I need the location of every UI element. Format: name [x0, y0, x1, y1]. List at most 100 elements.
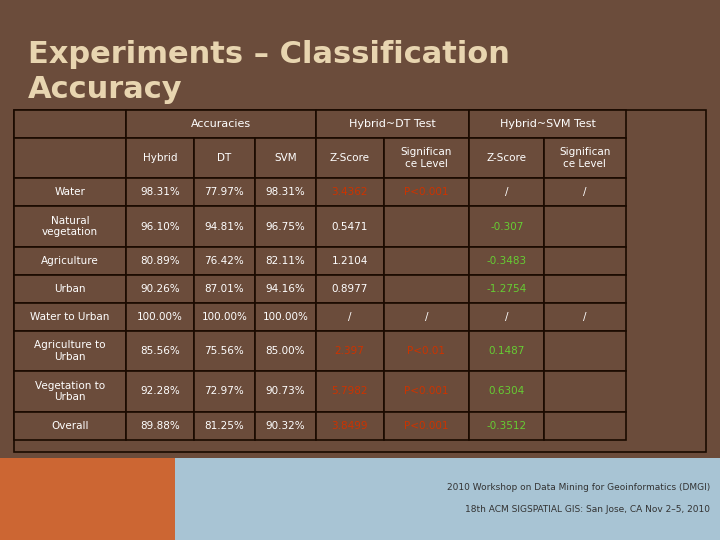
Bar: [255, 275, 315, 303]
Bar: [194, 411, 255, 440]
Bar: [126, 247, 194, 275]
Text: Natural
vegetation: Natural vegetation: [42, 216, 98, 238]
Bar: [126, 275, 194, 303]
Text: 75.56%: 75.56%: [204, 346, 244, 356]
Bar: [544, 303, 626, 331]
Text: Water: Water: [55, 187, 86, 198]
Bar: [384, 331, 469, 372]
Text: Agriculture to
Urban: Agriculture to Urban: [35, 340, 106, 362]
Text: 96.75%: 96.75%: [266, 221, 305, 232]
Text: P<0.001: P<0.001: [404, 421, 449, 431]
Bar: [469, 303, 544, 331]
Bar: [544, 247, 626, 275]
Text: Water to Urban: Water to Urban: [30, 312, 109, 322]
Bar: [126, 178, 194, 206]
Bar: [194, 331, 255, 372]
Text: Hybrid~DT Test: Hybrid~DT Test: [349, 119, 436, 129]
Bar: [14, 275, 126, 303]
Bar: [469, 206, 544, 247]
Bar: [194, 303, 255, 331]
Bar: [469, 138, 544, 178]
Bar: [315, 303, 384, 331]
Text: 0.8977: 0.8977: [331, 284, 368, 294]
Bar: [544, 372, 626, 411]
Bar: [14, 110, 126, 138]
Bar: [469, 275, 544, 303]
Text: Accuracy: Accuracy: [28, 75, 183, 104]
Bar: [469, 411, 544, 440]
Text: 90.26%: 90.26%: [140, 284, 180, 294]
Bar: [469, 178, 544, 206]
Text: /: /: [583, 187, 587, 198]
Bar: [14, 303, 126, 331]
Text: 2.397: 2.397: [335, 346, 364, 356]
Text: -1.2754: -1.2754: [487, 284, 527, 294]
Bar: [255, 247, 315, 275]
Text: DT: DT: [217, 153, 232, 163]
Text: Hybrid: Hybrid: [143, 153, 177, 163]
Bar: [315, 110, 469, 138]
Text: 77.97%: 77.97%: [204, 187, 244, 198]
Bar: [126, 411, 194, 440]
Bar: [14, 138, 126, 178]
Bar: [126, 138, 194, 178]
Bar: [384, 411, 469, 440]
Text: 98.31%: 98.31%: [140, 187, 180, 198]
Text: 96.10%: 96.10%: [140, 221, 180, 232]
Text: 81.25%: 81.25%: [204, 421, 244, 431]
Bar: [315, 372, 384, 411]
Text: P<0.001: P<0.001: [404, 187, 449, 198]
Bar: [315, 247, 384, 275]
Text: Significan
ce Level: Significan ce Level: [401, 147, 452, 169]
Bar: [315, 178, 384, 206]
Text: SVM: SVM: [274, 153, 297, 163]
Text: Vegetation to
Urban: Vegetation to Urban: [35, 381, 105, 402]
Bar: [469, 372, 544, 411]
Text: 80.89%: 80.89%: [140, 256, 180, 266]
Text: 0.6304: 0.6304: [489, 387, 525, 396]
Text: 0.1487: 0.1487: [488, 346, 525, 356]
Bar: [194, 178, 255, 206]
Bar: [255, 303, 315, 331]
Bar: [469, 247, 544, 275]
Bar: [469, 331, 544, 372]
Text: 0.5471: 0.5471: [331, 221, 368, 232]
Text: Overall: Overall: [51, 421, 89, 431]
Text: Urban: Urban: [54, 284, 86, 294]
Bar: [14, 372, 126, 411]
Bar: [544, 331, 626, 372]
Text: Z-Score: Z-Score: [487, 153, 527, 163]
Text: 98.31%: 98.31%: [266, 187, 305, 198]
Text: /: /: [505, 312, 508, 322]
Bar: [194, 247, 255, 275]
Bar: [14, 247, 126, 275]
Text: Experiments – Classification: Experiments – Classification: [28, 40, 510, 69]
Text: Significan
ce Level: Significan ce Level: [559, 147, 611, 169]
Bar: [126, 206, 194, 247]
Text: 89.88%: 89.88%: [140, 421, 180, 431]
Bar: [384, 138, 469, 178]
Bar: [14, 110, 706, 452]
Bar: [14, 331, 126, 372]
Text: /: /: [505, 187, 508, 198]
Text: Agriculture: Agriculture: [41, 256, 99, 266]
Text: 94.81%: 94.81%: [204, 221, 244, 232]
Text: 85.56%: 85.56%: [140, 346, 180, 356]
Text: -0.3512: -0.3512: [487, 421, 527, 431]
Text: -0.307: -0.307: [490, 221, 523, 232]
Text: 94.16%: 94.16%: [266, 284, 305, 294]
Text: 72.97%: 72.97%: [204, 387, 244, 396]
Text: /: /: [425, 312, 428, 322]
Text: 100.00%: 100.00%: [202, 312, 247, 322]
Bar: [315, 275, 384, 303]
Text: 3.4362: 3.4362: [331, 187, 368, 198]
Bar: [544, 275, 626, 303]
Bar: [255, 138, 315, 178]
Text: 3.8499: 3.8499: [331, 421, 368, 431]
Text: /: /: [348, 312, 351, 322]
Bar: [194, 138, 255, 178]
Bar: [384, 178, 469, 206]
Text: 92.28%: 92.28%: [140, 387, 180, 396]
Bar: [384, 372, 469, 411]
Text: -0.3483: -0.3483: [487, 256, 527, 266]
